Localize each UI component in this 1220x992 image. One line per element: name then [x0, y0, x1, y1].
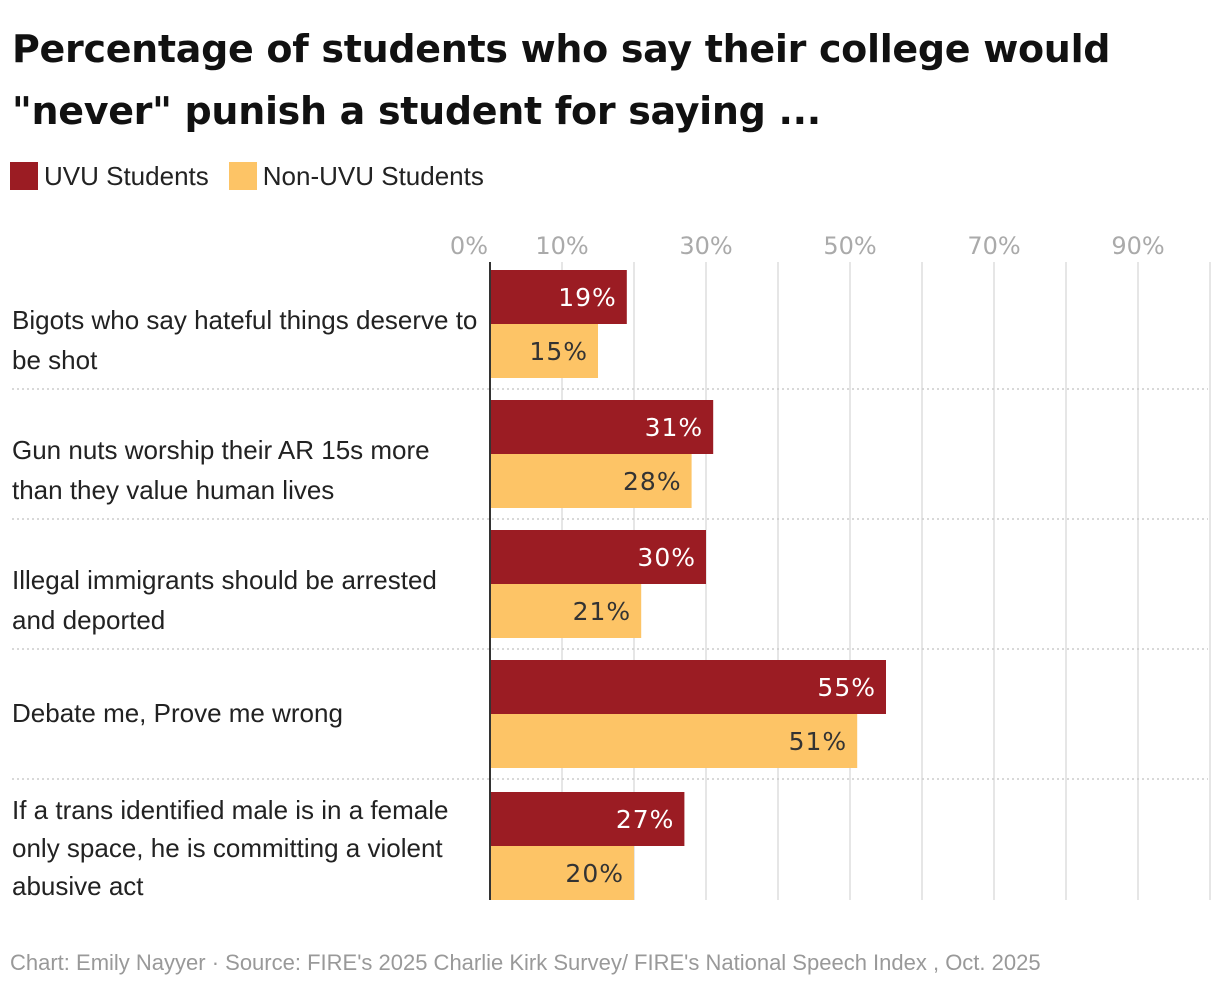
data-label: 28% — [623, 467, 682, 496]
x-tick-label: 0% — [450, 232, 488, 260]
bar-non-uvu — [490, 714, 858, 768]
bar-uvu — [490, 530, 706, 584]
data-label: 19% — [558, 283, 617, 312]
legend-swatch-uvu — [10, 162, 38, 190]
legend-label-uvu: UVU Students — [44, 160, 209, 191]
bar-uvu — [490, 792, 685, 846]
category-label: Illegal immigrants should be arrested an… — [12, 565, 437, 635]
legend-item-non-uvu: Non-UVU Students — [228, 160, 484, 192]
legend-item-uvu: UVU Students — [10, 161, 209, 192]
bar-non-uvu — [490, 846, 634, 900]
bar-uvu — [490, 270, 627, 324]
legend-label-non-uvu: Non-UVU Students — [262, 160, 484, 191]
data-label: 31% — [645, 413, 704, 442]
bar-non-uvu — [490, 324, 598, 378]
category-label: Gun nuts worship their AR 15s more than … — [12, 435, 430, 505]
x-tick-label: 70% — [967, 232, 1020, 260]
category-label: If a trans identified male is in a femal… — [12, 795, 449, 901]
legend: UVU Students Non-UVU Students — [10, 160, 504, 192]
bar-non-uvu — [490, 454, 692, 508]
data-label: 21% — [573, 597, 632, 626]
data-label: 15% — [529, 337, 588, 366]
x-tick-label: 90% — [1111, 232, 1164, 260]
bar-uvu — [490, 400, 714, 454]
chart-footer: Chart: Emily Nayyer · Source: FIRE's 202… — [10, 950, 1041, 975]
category-label: Bigots who say hateful things deserve to… — [12, 305, 478, 375]
data-label: 20% — [565, 859, 624, 888]
chart-title: Percentage of students who say their col… — [12, 27, 1111, 133]
x-tick-label: 30% — [679, 232, 732, 260]
data-label: 30% — [637, 543, 696, 572]
category-label: Debate me, Prove me wrong — [12, 698, 343, 728]
data-label: 27% — [616, 805, 675, 834]
data-label: 55% — [817, 673, 876, 702]
bar-non-uvu — [490, 584, 642, 638]
x-tick-label: 10% — [535, 232, 588, 260]
x-tick-label: 50% — [823, 232, 876, 260]
data-label: 51% — [789, 727, 848, 756]
legend-swatch-non-uvu — [228, 162, 257, 190]
bar-uvu — [490, 660, 886, 714]
